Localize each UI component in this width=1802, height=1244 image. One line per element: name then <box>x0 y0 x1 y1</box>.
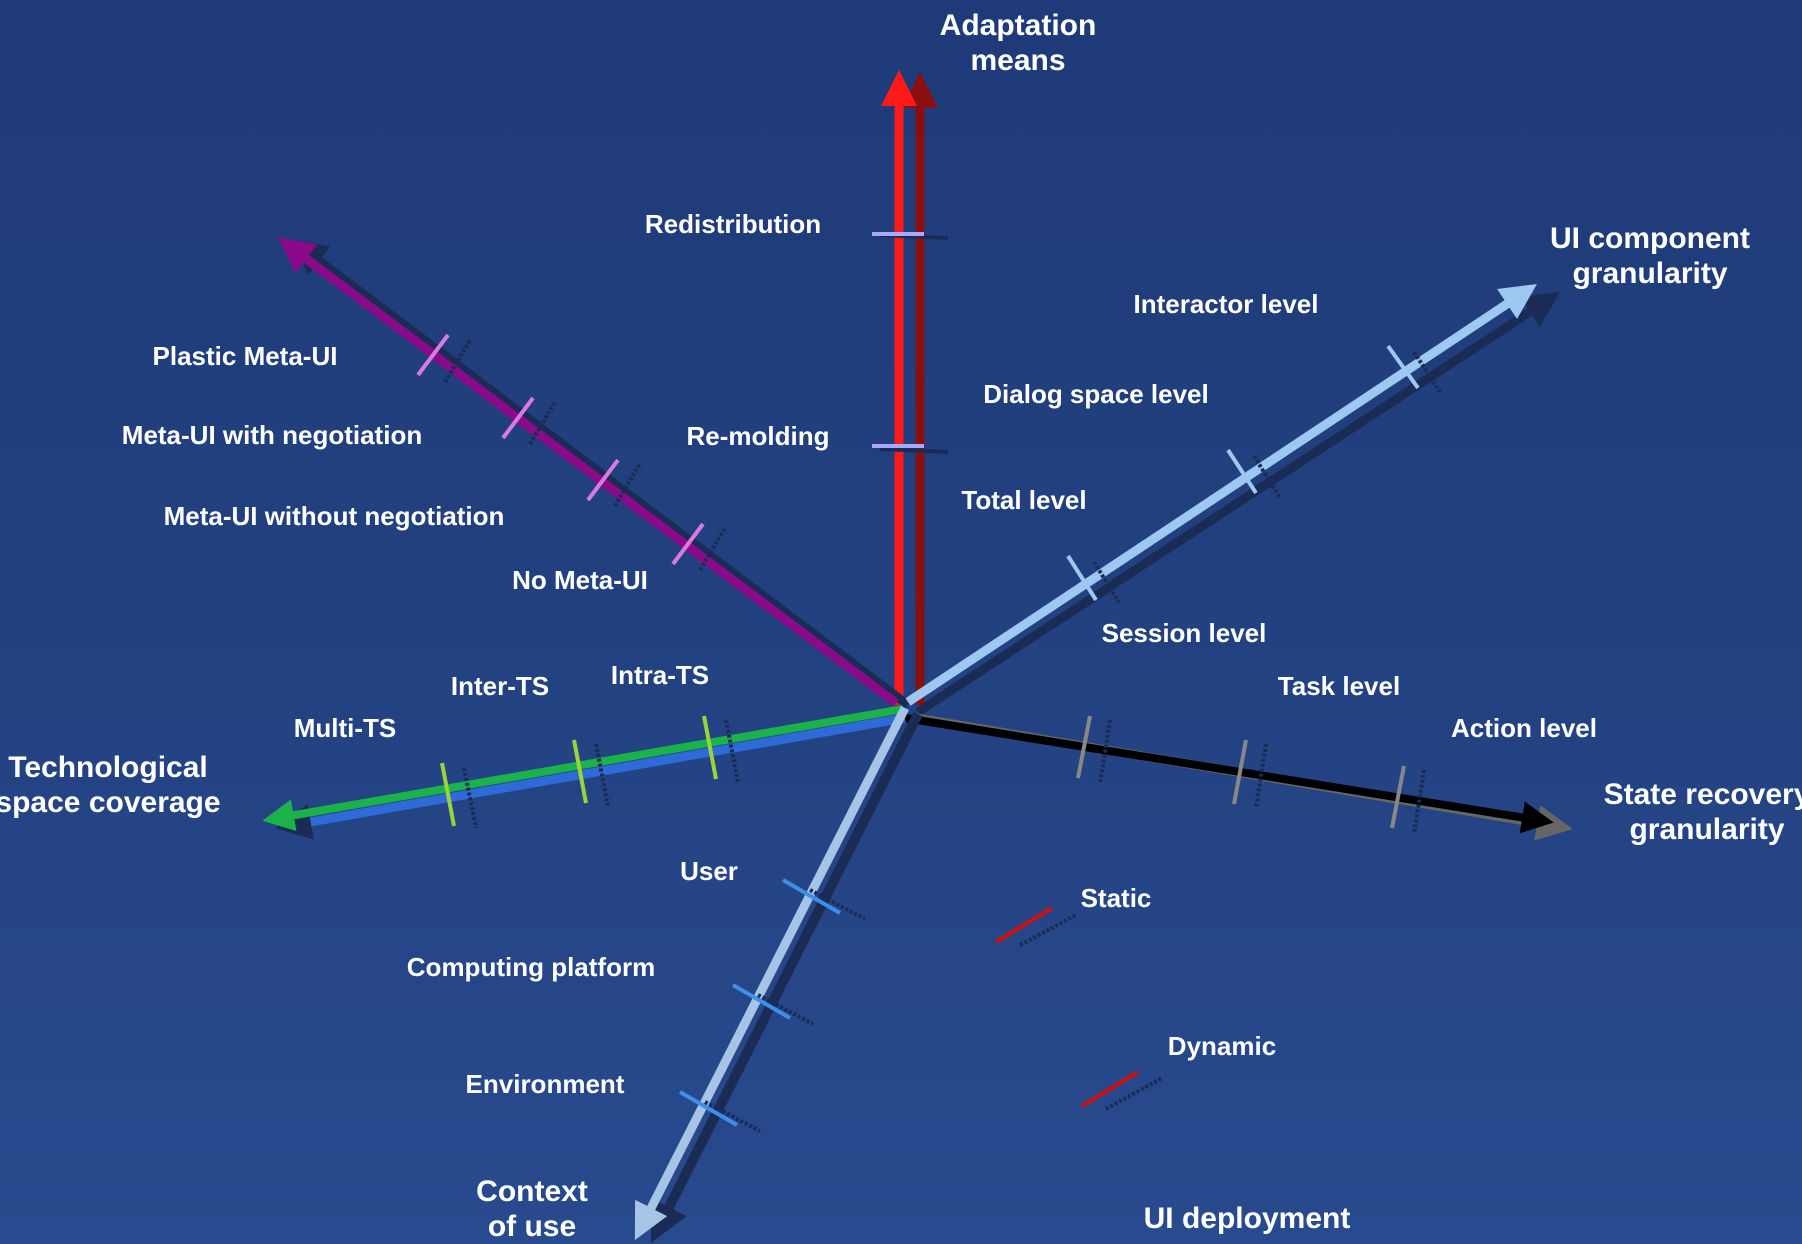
task-level-label: Task level <box>1278 671 1400 701</box>
interactor-level-label: Interactor level <box>1134 289 1319 319</box>
interactor-level-tick <box>1386 344 1420 390</box>
dynamic-mark <box>1080 1070 1140 1108</box>
ui-component-title-line2: granularity <box>1572 257 1727 290</box>
axis-context-of-use <box>634 705 923 1243</box>
total-level-tick <box>1066 554 1098 602</box>
environment-tick <box>678 1090 739 1127</box>
intra-ts-label: Intra-TS <box>611 660 709 690</box>
session-level-tick <box>1076 715 1092 779</box>
context-title-line2: of use <box>488 1210 576 1243</box>
state-recovery-title-line2: granularity <box>1629 813 1784 846</box>
ui-component-title-line1: UI component <box>1550 222 1750 255</box>
context-axis-line <box>634 705 910 1241</box>
tech-space-title-line2: space coverage <box>0 786 221 819</box>
dialog-space-level-label: Dialog space level <box>983 379 1208 409</box>
remolding-label: Re-molding <box>687 421 830 451</box>
meta-ui-negotiation-tick <box>501 396 535 440</box>
ui-deployment-title: UI deployment <box>1144 1202 1351 1235</box>
user-tick <box>781 878 842 915</box>
tech-space-axis-line <box>262 705 904 832</box>
axis-adaptation-means <box>872 70 949 705</box>
ui-component-axis-shadow <box>915 292 1561 716</box>
remolding-tick-shadow <box>879 447 949 454</box>
redistribution-label: Redistribution <box>645 209 821 239</box>
no-meta-ui-label: No Meta-UI <box>512 565 648 595</box>
inter-ts-tick <box>572 739 588 804</box>
adaptation-means-title-line2: means <box>970 44 1065 77</box>
computing-platform-label: Computing platform <box>407 952 655 982</box>
environment-label: Environment <box>466 1069 625 1099</box>
adaptation-means-title-line1: Adaptation <box>940 9 1097 42</box>
meta-ui-axis-line <box>277 237 899 707</box>
axis-meta-ui <box>277 237 911 709</box>
computing-platform-tick <box>731 983 792 1020</box>
state-recovery-axis-line <box>904 714 1554 834</box>
static-mark <box>994 906 1054 944</box>
state-recovery-title-line1: State recovery <box>1604 778 1802 811</box>
context-axis-shadow <box>650 711 923 1243</box>
intra-ts-tick <box>702 715 718 780</box>
ui-deployment-marks <box>994 906 1163 1111</box>
inter-ts-label: Inter-TS <box>451 671 549 701</box>
labels: Adaptation means Redistribution Re-moldi… <box>0 9 1802 1243</box>
multi-ts-label: Multi-TS <box>294 713 397 743</box>
user-label: User <box>680 856 738 886</box>
total-level-label: Total level <box>961 485 1086 515</box>
tech-space-axis-shadow <box>275 713 906 840</box>
axis-state-recovery-granularity <box>904 712 1573 841</box>
meta-ui-without-negotiation-label: Meta-UI without negotiation <box>164 501 505 531</box>
context-title-line1: Context <box>476 1175 588 1208</box>
action-level-tick <box>1390 765 1406 829</box>
task-level-tick <box>1232 739 1248 805</box>
no-meta-ui-tick <box>671 522 705 566</box>
meta-ui-with-negotiation-label: Meta-UI with negotiation <box>122 420 422 450</box>
session-level-label: Session level <box>1102 618 1267 648</box>
action-level-label: Action level <box>1451 713 1597 743</box>
dynamic-label: Dynamic <box>1168 1031 1276 1061</box>
plastic-meta-ui-tick <box>416 333 450 377</box>
dialog-space-level-tick <box>1226 448 1258 495</box>
plastic-meta-ui-label: Plastic Meta-UI <box>153 341 338 371</box>
meta-ui-without-negotiation-tick <box>586 458 620 502</box>
static-label: Static <box>1081 883 1152 913</box>
axis-ui-component-granularity <box>905 284 1561 716</box>
tech-space-title-line1: Technological <box>8 751 207 784</box>
axis-technological-space-coverage <box>262 705 906 840</box>
multi-ts-tick <box>440 762 456 827</box>
